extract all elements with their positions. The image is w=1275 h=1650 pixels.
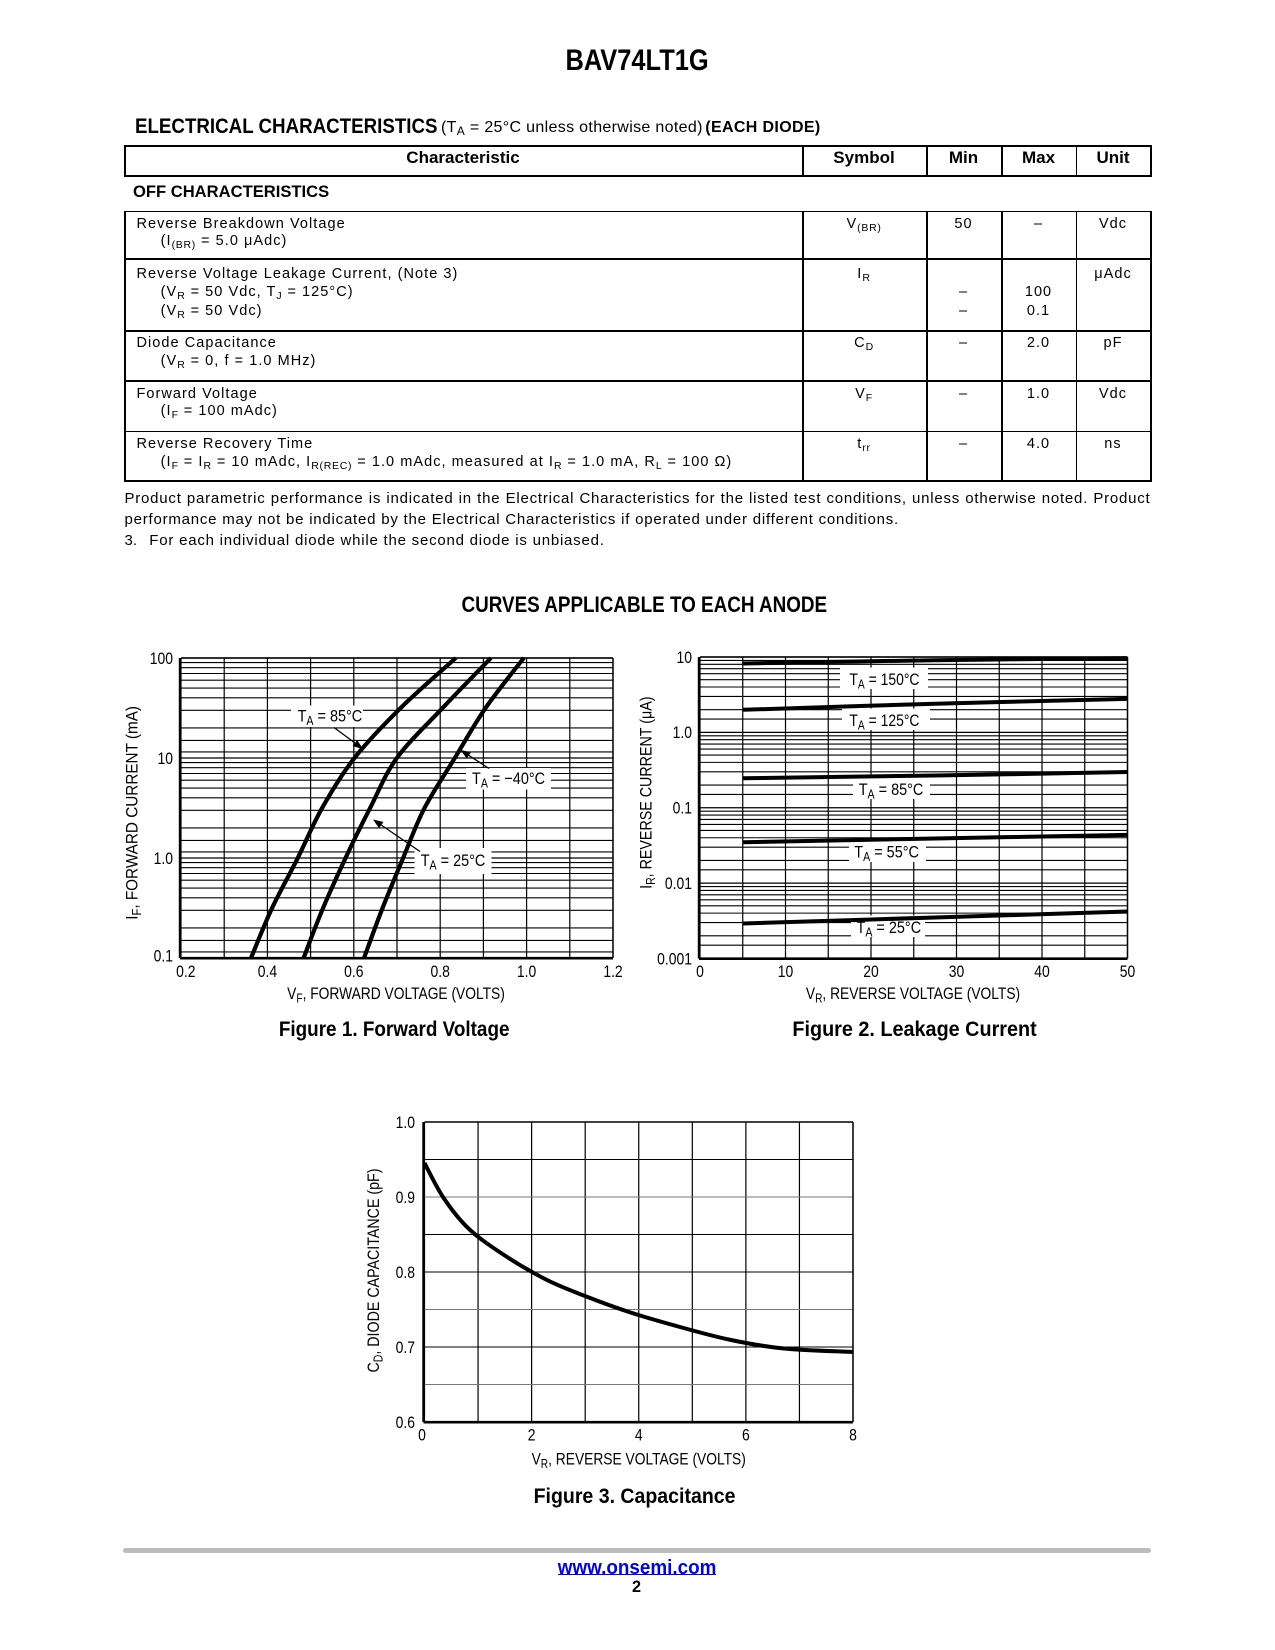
svg-text:4: 4 xyxy=(635,1426,643,1445)
svg-text:0: 0 xyxy=(696,963,704,982)
svg-text:0.4: 0.4 xyxy=(258,963,278,982)
svg-text:IF​, FORWARD CURRENT (mA): IF​, FORWARD CURRENT (mA) xyxy=(123,706,144,920)
svg-text:0.6: 0.6 xyxy=(396,1414,415,1433)
svg-text:TA​ = 125°C: TA​ = 125°C xyxy=(849,712,919,733)
svg-text:1.0: 1.0 xyxy=(517,963,537,982)
svg-text:TA​ = 25°C: TA​ = 25°C xyxy=(857,919,922,940)
svg-text:10: 10 xyxy=(778,963,794,982)
svg-text:1.2: 1.2 xyxy=(603,963,622,982)
svg-text:0.01: 0.01 xyxy=(665,875,692,894)
svg-text:1.0: 1.0 xyxy=(396,1114,416,1133)
svg-text:VF​, FORWARD VOLTAGE (VOLTS): VF​, FORWARD VOLTAGE (VOLTS) xyxy=(287,985,505,1006)
svg-text:0.1: 0.1 xyxy=(154,947,173,966)
svg-text:TA​ = 55°C: TA​ = 55°C xyxy=(854,843,919,864)
svg-text:0.6: 0.6 xyxy=(344,963,363,982)
svg-text:8: 8 xyxy=(849,1426,857,1445)
svg-text:0.9: 0.9 xyxy=(396,1189,415,1208)
svg-text:0.8: 0.8 xyxy=(431,963,450,982)
svg-text:10: 10 xyxy=(677,649,693,668)
svg-text:0.001: 0.001 xyxy=(657,950,692,969)
svg-text:50: 50 xyxy=(1120,963,1136,982)
svg-text:2: 2 xyxy=(528,1426,536,1445)
svg-text:1.0: 1.0 xyxy=(673,724,693,743)
svg-text:TA​ = 25°C: TA​ = 25°C xyxy=(421,852,486,873)
svg-text:TA​ = 150°C: TA​ = 150°C xyxy=(849,671,919,692)
svg-text:0.1: 0.1 xyxy=(673,799,692,818)
svg-text:1.0: 1.0 xyxy=(154,850,174,869)
svg-text:20: 20 xyxy=(863,963,879,982)
svg-text:0: 0 xyxy=(418,1426,426,1445)
svg-text:TA​ = 85°C: TA​ = 85°C xyxy=(859,781,924,802)
svg-text:TA​ = −40°C: TA​ = −40°C xyxy=(472,770,545,791)
svg-text:CD​, DIODE CAPACITANCE (pF): CD​, DIODE CAPACITANCE (pF) xyxy=(365,1169,386,1373)
svg-text:VR​, REVERSE VOLTAGE (VOLTS): VR​, REVERSE VOLTAGE (VOLTS) xyxy=(532,1450,746,1471)
svg-text:30: 30 xyxy=(949,963,965,982)
svg-text:0.2: 0.2 xyxy=(176,963,195,982)
svg-text:VR​, REVERSE VOLTAGE (VOLTS): VR​, REVERSE VOLTAGE (VOLTS) xyxy=(806,985,1020,1006)
svg-text:0.7: 0.7 xyxy=(396,1339,415,1358)
svg-text:TA​ = 85°C: TA​ = 85°C xyxy=(298,708,363,729)
svg-text:40: 40 xyxy=(1034,963,1050,982)
svg-text:6: 6 xyxy=(742,1426,750,1445)
svg-text:10: 10 xyxy=(158,750,174,769)
svg-text:100: 100 xyxy=(150,650,174,669)
svg-text:IR​, REVERSE CURRENT (μA): IR​, REVERSE CURRENT (μA) xyxy=(637,697,658,889)
svg-text:0.8: 0.8 xyxy=(396,1264,415,1283)
